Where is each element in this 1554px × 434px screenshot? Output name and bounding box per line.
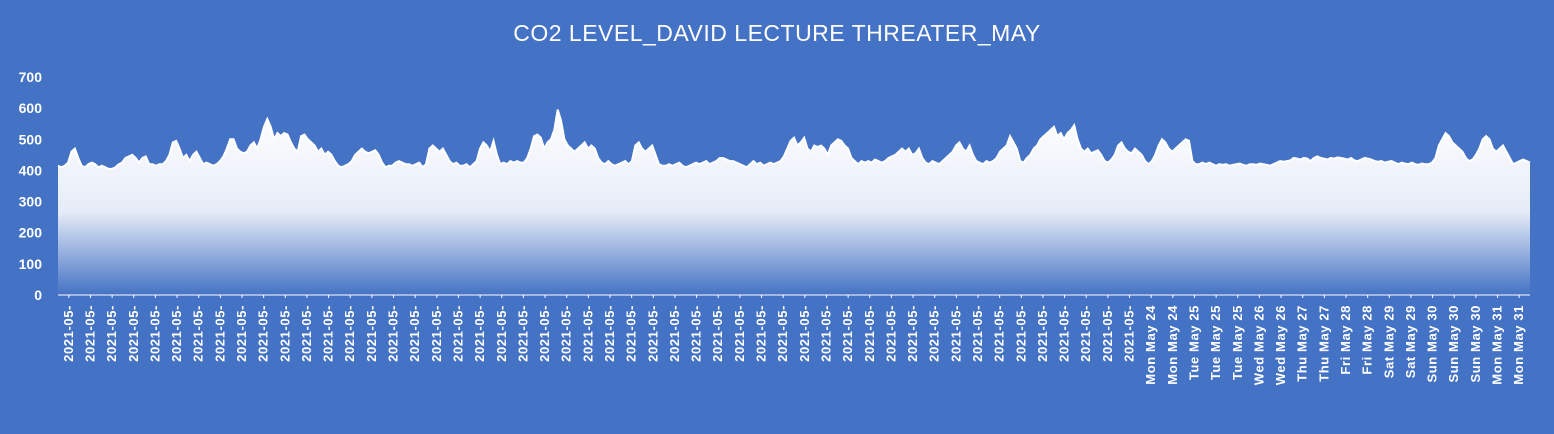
x-tick-label: Sun May 30 (1425, 305, 1440, 383)
x-tick-label: 2021-05- (754, 305, 769, 362)
x-tick-label: Sat May 29 (1403, 305, 1418, 378)
x-tick-label: Tue May 25 (1186, 305, 1201, 380)
x-tick-label: 2021-05- (602, 305, 617, 362)
x-tick-label: 2021-05- (104, 305, 119, 362)
x-tick-label: 2021-05- (689, 305, 704, 362)
x-tick-label: 2021-05- (797, 305, 812, 362)
x-tick-label: 2021-05- (472, 305, 487, 362)
x-tick-label: 2021-05- (1122, 305, 1137, 362)
x-tick-label: 2021-05- (234, 305, 249, 362)
x-tick-label: Thu May 27 (1295, 305, 1310, 382)
x-tick-label: 2021-05- (147, 305, 162, 362)
x-tick-label: 2021-05- (321, 305, 336, 362)
y-tick-label: 600 (19, 100, 43, 116)
x-tick-label: 2021-05- (970, 305, 985, 362)
x-tick-label: 2021-05- (710, 305, 725, 362)
x-tick-label: Sat May 29 (1381, 305, 1396, 378)
x-tick-label: 2021-05- (386, 305, 401, 362)
x-tick-label: 2021-05- (624, 305, 639, 362)
x-tick-label: 2021-05- (580, 305, 595, 362)
x-tick-label: 2021-05- (537, 305, 552, 362)
x-tick-label: 2021-05- (775, 305, 790, 362)
x-tick-label: 2021-05- (212, 305, 227, 362)
x-tick-label: 2021-05- (342, 305, 357, 362)
x-tick-label: Sun May 30 (1446, 305, 1461, 383)
x-tick-label: Mon May 31 (1511, 305, 1526, 385)
x-tick-label: Tue May 25 (1208, 305, 1223, 380)
x-tick-label: 2021-05- (61, 305, 76, 362)
x-tick-label: Mon May 24 (1165, 305, 1180, 385)
chart-title: CO2 LEVEL_DAVID LECTURE THREATER_MAY (513, 20, 1041, 46)
y-tick-label: 300 (19, 194, 43, 210)
x-tick-label: 2021-05- (883, 305, 898, 362)
x-tick-label: 2021-05- (559, 305, 574, 362)
y-tick-label: 200 (19, 225, 43, 241)
x-tick-label: 2021-05- (429, 305, 444, 362)
co2-area-series (58, 109, 1530, 295)
x-tick-label: 2021-05- (277, 305, 292, 362)
y-axis: 0 100 200 300 400 500 600 700 (19, 69, 43, 303)
x-tick-label: Fri May 28 (1338, 305, 1353, 375)
x-tick-label: 2021-05- (1078, 305, 1093, 362)
x-axis: 2021-05- 2021-05- 2021-05- 2021-05- 2021-05-… (58, 294, 1530, 385)
x-tick-label: 2021-05- (364, 305, 379, 362)
x-tick-label: 2021-05- (407, 305, 422, 362)
x-tick-label: 2021-05- (645, 305, 660, 362)
x-tick-label: 2021-05- (1035, 305, 1050, 362)
x-tick-label: 2021-05- (732, 305, 747, 362)
x-tick-label: Fri May 28 (1360, 305, 1375, 375)
y-tick-label: 500 (19, 131, 43, 147)
x-tick-label: Tue May 25 (1230, 305, 1245, 380)
x-tick-label: Sun May 30 (1468, 305, 1483, 383)
x-tick-label: Mon May 24 (1143, 305, 1158, 385)
x-tick-label: 2021-05- (169, 305, 184, 362)
co2-series-line (57, 109, 1531, 170)
x-tick-label: 2021-05- (948, 305, 963, 362)
plot-area (57, 109, 1531, 295)
x-tick-label: 2021-05- (126, 305, 141, 362)
y-tick-label: 700 (19, 69, 43, 85)
x-tick-label: 2021-05- (82, 305, 97, 362)
x-tick-label: 2021-05- (992, 305, 1007, 362)
x-tick-label: 2021-05- (515, 305, 530, 362)
x-tick-label: 2021-05- (818, 305, 833, 362)
x-tick-label: Wed May 26 (1273, 305, 1288, 385)
x-tick-label: 2021-05- (494, 305, 509, 362)
x-tick-label: Thu May 27 (1316, 305, 1331, 382)
x-tick-label: 2021-05- (840, 305, 855, 362)
x-tick-label: 2021-05- (1100, 305, 1115, 362)
y-tick-label: 100 (19, 256, 43, 272)
x-tick-label: 2021-05- (1013, 305, 1028, 362)
x-tick-label: 2021-05- (862, 305, 877, 362)
y-tick-label: 400 (19, 162, 43, 178)
x-tick-label: 2021-05- (450, 305, 465, 362)
x-tick-label: 2021-05- (191, 305, 206, 362)
x-tick-label: 2021-05- (927, 305, 942, 362)
x-tick-label: Mon May 31 (1490, 305, 1505, 385)
x-tick-label: 2021-05- (256, 305, 271, 362)
x-tick-label: 2021-05- (1057, 305, 1072, 362)
y-tick-label: 0 (34, 287, 42, 303)
x-tick-label: Wed May 26 (1251, 305, 1266, 385)
x-tick-label: 2021-05- (667, 305, 682, 362)
x-tick-label: 2021-05- (299, 305, 314, 362)
x-tick-label: 2021-05- (905, 305, 920, 362)
